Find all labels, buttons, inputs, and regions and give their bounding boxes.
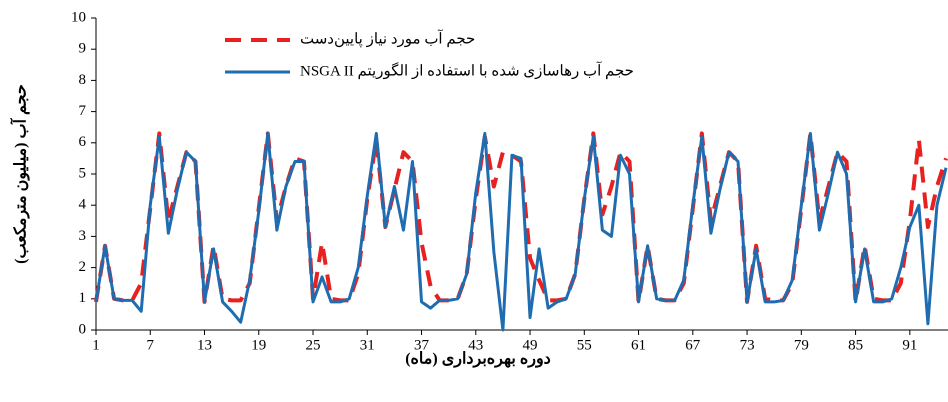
x-tick-label: 37 bbox=[414, 337, 430, 353]
x-axis-title: دوره بهره‌برداری (ماه) bbox=[405, 351, 551, 369]
x-tick-label: 43 bbox=[468, 337, 483, 353]
y-tick-label: 5 bbox=[79, 165, 87, 181]
series-line bbox=[94, 131, 948, 332]
y-axis-title: حجم آب (میلیون مترمکعب) bbox=[9, 84, 31, 264]
x-tick-label: 61 bbox=[631, 337, 646, 353]
x-tick-label: 79 bbox=[794, 337, 809, 353]
x-tick-label: 25 bbox=[306, 337, 321, 353]
legend-label: حجم آب رهاسازی شده با استفاده از الگوریت… bbox=[300, 61, 634, 79]
x-tick-label: 49 bbox=[523, 337, 538, 353]
y-tick-label: 3 bbox=[79, 228, 87, 244]
y-tick-label: 10 bbox=[71, 9, 86, 25]
x-tick-label: 91 bbox=[902, 337, 917, 353]
y-tick-label: 0 bbox=[79, 321, 87, 337]
x-tick-label: 55 bbox=[577, 337, 592, 353]
x-tick-label: 31 bbox=[360, 337, 375, 353]
x-tick-label: 1 bbox=[92, 337, 100, 353]
y-tick-label: 1 bbox=[79, 290, 87, 306]
x-tick-label: 13 bbox=[197, 337, 212, 353]
x-tick-label: 67 bbox=[685, 337, 701, 353]
y-tick-label: 2 bbox=[79, 259, 87, 275]
y-tick-label: 7 bbox=[79, 103, 87, 119]
y-tick-label: 4 bbox=[79, 197, 87, 213]
y-tick-label: 9 bbox=[79, 41, 87, 57]
legend-label: حجم آب مورد نیاز پایین‌دست bbox=[300, 29, 475, 47]
x-tick-label: 85 bbox=[848, 337, 863, 353]
x-tick-label: 7 bbox=[147, 337, 155, 353]
y-tick-label: 6 bbox=[79, 134, 87, 150]
x-tick-label: 19 bbox=[251, 337, 266, 353]
x-tick-label: 73 bbox=[740, 337, 755, 353]
y-tick-label: 8 bbox=[79, 72, 87, 88]
